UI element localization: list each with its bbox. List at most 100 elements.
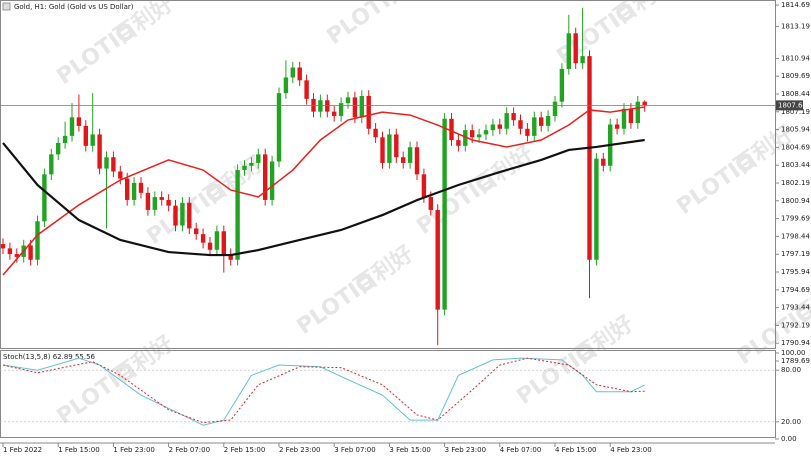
candle-body xyxy=(587,56,592,260)
y-tick-label: 1797.19 xyxy=(781,250,810,258)
x-tick-label: 3 Feb 07:00 xyxy=(334,446,375,454)
candle-body xyxy=(276,93,282,162)
y-tick-label: 1813.19 xyxy=(781,22,810,30)
candle-body xyxy=(511,113,516,121)
candle-body xyxy=(539,117,544,126)
candle-body xyxy=(14,254,19,257)
y-tick-label: 100.00 xyxy=(781,349,806,357)
candle-body xyxy=(318,100,323,112)
y-tick-label: 1807.19 xyxy=(781,108,810,116)
watermark: PLOTIO xyxy=(323,0,411,50)
candle-body xyxy=(435,209,440,310)
moving-average xyxy=(2,106,645,276)
candle-body xyxy=(366,95,371,129)
candle-body xyxy=(594,158,599,260)
candle-body xyxy=(290,67,295,78)
candle-body xyxy=(214,231,220,250)
candle-body xyxy=(463,130,468,146)
price-pane xyxy=(0,0,776,349)
candle-body xyxy=(131,182,137,200)
candle-body xyxy=(159,197,164,200)
x-tick-label: 3 Feb 23:00 xyxy=(445,446,486,454)
watermarks: PLOTIO百利好PLOTIO百利好PLOTIO百利好PLOTIO百利好PLOT… xyxy=(53,0,811,430)
stoch-line xyxy=(2,357,645,426)
candle-body xyxy=(111,157,116,172)
candle-body xyxy=(449,118,454,141)
candle-body xyxy=(642,101,647,106)
x-tick-label: 1 Feb 23:00 xyxy=(113,446,154,454)
y-tick-label: 1803.44 xyxy=(781,161,810,169)
candle-body xyxy=(421,174,427,198)
y-tick-label: 1805.94 xyxy=(781,126,810,134)
y-tick-label: 1810.94 xyxy=(781,54,810,62)
candle-body xyxy=(470,130,475,138)
candle-body xyxy=(283,77,289,94)
candle-body xyxy=(76,117,82,126)
candle-body xyxy=(428,197,433,210)
candle-body xyxy=(552,101,558,116)
candle-body xyxy=(628,108,634,124)
candle-body xyxy=(242,165,247,171)
candle-body xyxy=(497,124,502,129)
x-tick-label: 4 Feb 15:00 xyxy=(555,446,596,454)
candle-body xyxy=(518,120,523,129)
y-tick-label: 1802.19 xyxy=(781,179,810,187)
candle-body xyxy=(525,128,530,136)
candle-body xyxy=(83,125,88,146)
candle-body xyxy=(90,134,95,146)
candle-body xyxy=(97,134,102,169)
last-price-box xyxy=(776,100,803,111)
x-tick-label: 1 Feb 15:00 xyxy=(58,446,99,454)
candle-body xyxy=(352,97,358,118)
y-tick-label: 1793.44 xyxy=(781,304,810,312)
candle-body xyxy=(152,197,157,210)
candle-body xyxy=(62,135,68,143)
candle-body xyxy=(359,95,364,118)
candle-body xyxy=(442,118,447,310)
candle-body xyxy=(118,171,123,179)
watermark: 百利好 xyxy=(569,311,638,370)
candle-body xyxy=(338,103,344,116)
candle-body xyxy=(194,228,199,235)
y-tick-label: 1799.69 xyxy=(781,215,810,223)
candle-body xyxy=(104,157,109,169)
candle-body xyxy=(256,154,261,163)
candle-body xyxy=(545,115,551,126)
y-tick-label: 1790.94 xyxy=(781,339,810,347)
candle-body xyxy=(173,205,178,226)
watermark: 百利好 xyxy=(109,331,178,390)
candle-body xyxy=(490,124,496,131)
candle-body xyxy=(387,134,392,163)
stoch-title: Stoch(13,5,8) 62.89 55.56 xyxy=(3,353,96,361)
candle-body xyxy=(414,147,420,175)
y-tick-label: 1798.44 xyxy=(781,232,810,240)
candle-body xyxy=(407,147,413,163)
watermark: 百利好 xyxy=(349,241,418,300)
candle-body xyxy=(566,33,571,69)
candle-body xyxy=(559,68,565,102)
candle-body xyxy=(380,137,385,163)
candle-body xyxy=(207,242,213,250)
candle-body xyxy=(580,56,585,64)
candle-body xyxy=(69,117,75,136)
x-tick-label: 2 Feb 07:00 xyxy=(169,446,210,454)
candle-body xyxy=(401,157,406,163)
candle-body xyxy=(138,182,144,193)
candle-body xyxy=(504,113,509,129)
candle-body xyxy=(249,162,254,166)
candle-body xyxy=(42,174,47,222)
candle-body xyxy=(373,128,378,138)
candle-body xyxy=(297,67,302,81)
chart-title: Gold, H1: Gold (Gold vs US Dollar) xyxy=(14,3,134,11)
y-tick-label: 20.00 xyxy=(781,418,801,426)
candle-body xyxy=(228,254,233,260)
candle-body xyxy=(304,80,309,99)
candle-body xyxy=(221,231,226,255)
last-price-label: 1807.64 xyxy=(778,101,807,109)
candle-body xyxy=(614,124,620,129)
candle-body xyxy=(28,245,33,260)
symbol-icon xyxy=(2,2,11,11)
y-tick-label: 1808.44 xyxy=(781,90,810,98)
candle-body xyxy=(145,192,151,210)
